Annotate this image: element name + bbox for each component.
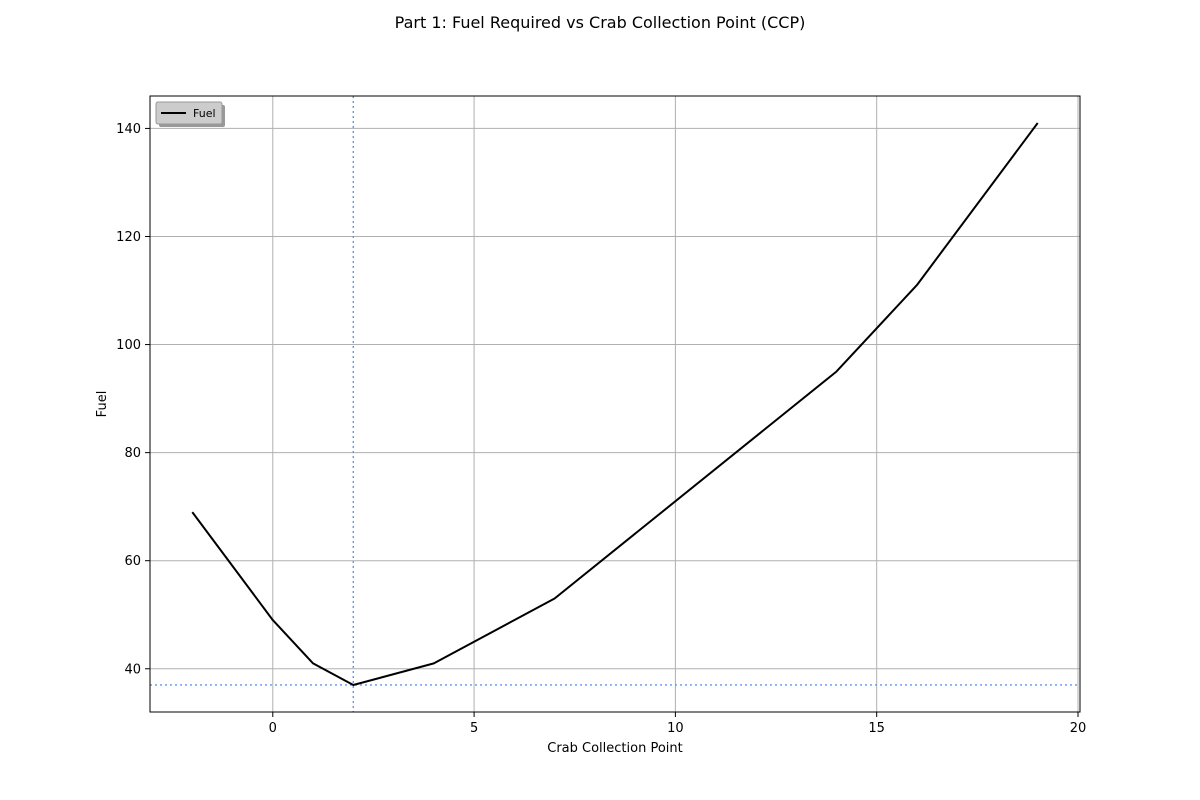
y-axis-label: Fuel (95, 391, 110, 418)
legend-label-fuel: Fuel (193, 107, 216, 120)
y-tick-label: 100 (116, 338, 141, 353)
x-tick-label: 20 (1070, 721, 1087, 736)
series-line-fuel (191, 122, 1039, 686)
x-tick-label: 0 (269, 721, 277, 736)
x-tick-label: 15 (868, 721, 885, 736)
y-tick-label: 140 (116, 122, 141, 137)
x-axis-label: Crab Collection Point (547, 741, 682, 756)
chart-title: Part 1: Fuel Required vs Crab Collection… (394, 13, 806, 32)
y-tick-label: 40 (124, 662, 141, 677)
x-tick-label: 10 (667, 721, 684, 736)
x-tick-label: 5 (470, 721, 478, 736)
y-tick-label: 120 (116, 230, 141, 245)
legend-box (155, 101, 223, 125)
y-tick-label: 80 (124, 446, 141, 461)
plot-frame (149, 95, 1081, 713)
y-tick-label: 60 (124, 554, 141, 569)
